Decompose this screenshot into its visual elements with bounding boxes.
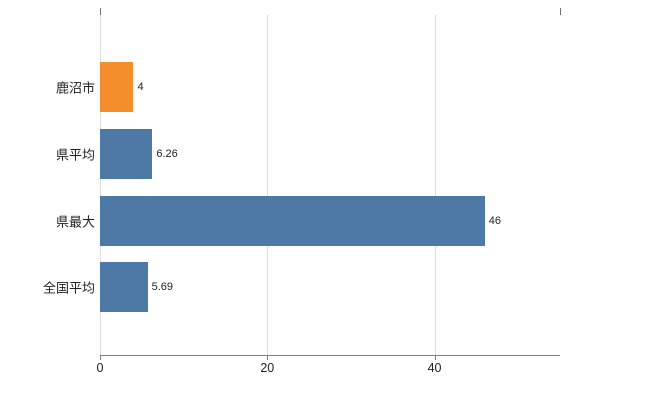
x-axis-tick-0 (100, 355, 101, 360)
gridline-20 (267, 15, 269, 355)
bar-県平均 (100, 128, 153, 179)
x-axis-tick-20 (267, 355, 269, 360)
gridline-40 (434, 15, 436, 355)
top-tick-0 (100, 8, 101, 15)
category-label-鹿沼市: 鹿沼市 (55, 80, 95, 96)
value-label-全国平均: 5.69 (151, 281, 173, 294)
bar-県最大 (100, 195, 485, 246)
gridline-0 (100, 15, 101, 355)
plot-area: 4 6.26 46 5.69 (100, 8, 561, 360)
x-axis-tick-40 (434, 355, 436, 360)
x-tick-label-0: 0 (96, 361, 104, 375)
value-label-県平均: 6.26 (156, 147, 178, 160)
bar-鹿沼市 (100, 62, 134, 112)
bar-全国平均 (100, 262, 148, 313)
top-tick-1 (560, 8, 561, 15)
value-label-県最大: 46 (488, 214, 501, 227)
value-label-鹿沼市: 4 (137, 81, 144, 93)
category-label-全国平均: 全国平均 (42, 280, 95, 296)
x-tick-label-40: 40 (427, 361, 442, 375)
x-tick-label-20: 20 (260, 361, 275, 375)
category-label-県平均: 県平均 (55, 147, 95, 163)
category-label-県最大: 県最大 (55, 214, 95, 230)
